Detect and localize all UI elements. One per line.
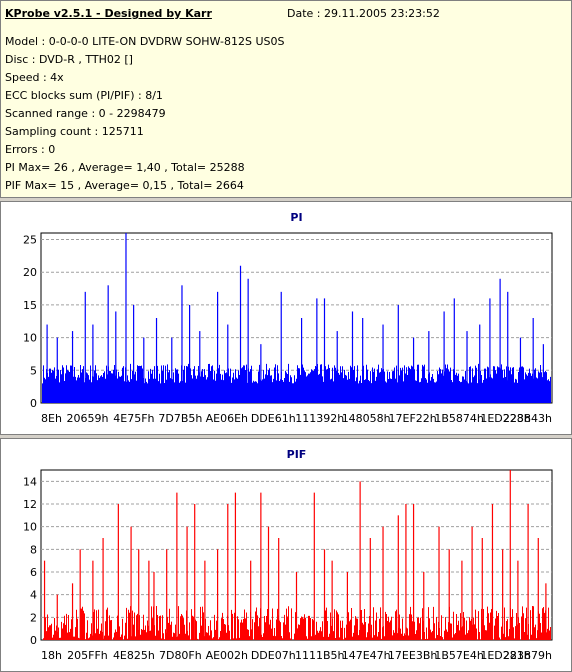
info-errors: Errors : 0 xyxy=(5,143,56,156)
pi-chart-title: PI xyxy=(290,211,302,224)
pif-y-tick-label: 6 xyxy=(30,566,37,579)
pif-x-tick-label: 147E47h xyxy=(342,649,391,662)
pif-x-tick-label: 1B57E4h xyxy=(434,649,483,662)
pi-x-tick-label: 20659h xyxy=(66,412,108,425)
pif-chart-panel: PIF 0 2 4 6 8 10 12 14 18h 205FFh 4E825h 7D80Fh AE002… xyxy=(0,438,572,672)
pif-chart: PIF 0 2 4 6 8 10 12 14 18h 205FFh 4E825h 7D80Fh AE002… xyxy=(23,448,553,662)
pi-y-tick-label: 5 xyxy=(30,364,37,377)
pif-x-tick-label: 1ED281h xyxy=(480,649,530,662)
pi-y-tick-label: 15 xyxy=(23,299,37,312)
pif-chart-title: PIF xyxy=(287,448,307,461)
pif-x-tick-label: 1111B5h xyxy=(295,649,345,662)
info-speed: Speed : 4x xyxy=(5,71,64,84)
pif-x-tick-label: 7D80Fh xyxy=(159,649,202,662)
pi-chart: PI 0 5 10 15 20 25 8Eh 20659h 4E75Fh 7D7B5h AE06Eh D… xyxy=(23,211,553,425)
scan-date: Date : 29.11.2005 23:23:52 xyxy=(287,7,440,20)
pi-x-tick-label: AE06Eh xyxy=(206,412,248,425)
pi-y-tick-label: 10 xyxy=(23,332,37,345)
pi-bars xyxy=(42,233,551,403)
pif-x-tick-label: 223879h xyxy=(503,649,552,662)
info-pif-stats: PIF Max= 15 , Average= 0,15 , Total= 266… xyxy=(5,179,244,192)
pif-x-tick-label: AE002h xyxy=(206,649,248,662)
pi-chart-panel: PI 0 5 10 15 20 25 8Eh 20659h 4E75Fh 7D7B5h AE06Eh D… xyxy=(0,201,572,435)
pi-x-tick-label: DDE61h xyxy=(251,412,296,425)
info-scanned-range: Scanned range : 0 - 2298479 xyxy=(5,107,166,120)
info-panel: KProbe v2.5.1 - Designed by Karr Date : … xyxy=(0,0,572,198)
pi-x-tick-label: 111392h xyxy=(295,412,344,425)
pi-x-tick-label: 17EF22h xyxy=(389,412,437,425)
pi-y-tick-label: 25 xyxy=(23,234,37,247)
pif-y-tick-label: 4 xyxy=(30,589,37,602)
pi-x-tick-label: 8Eh xyxy=(41,412,62,425)
pi-y-tick-label: 20 xyxy=(23,266,37,279)
pif-y-tick-label: 14 xyxy=(23,475,37,488)
pi-y-tick-label: 0 xyxy=(30,397,37,410)
info-disc: Disc : DVD-R , TTH02 [] xyxy=(5,53,133,66)
pi-x-tick-label: 223843h xyxy=(503,412,552,425)
info-sampling-count: Sampling count : 125711 xyxy=(5,125,144,138)
pi-x-tick-label: 1ED228h xyxy=(480,412,530,425)
pi-x-tick-label: 148058h xyxy=(342,412,391,425)
pi-x-tick-label: 1B5874h xyxy=(434,412,484,425)
pif-x-tick-label: 18h xyxy=(41,649,62,662)
pi-x-tick-label: 4E75Fh xyxy=(113,412,154,425)
pif-y-tick-label: 8 xyxy=(30,543,37,556)
pi-x-tick-label: 7D7B5h xyxy=(158,412,202,425)
app-title: KProbe v2.5.1 - Designed by Karr xyxy=(5,7,212,20)
pif-x-tick-label: DDE07h xyxy=(251,649,296,662)
pif-y-tick-label: 2 xyxy=(30,611,37,624)
info-pi-stats: PI Max= 26 , Average= 1,40 , Total= 2528… xyxy=(5,161,245,174)
pif-x-tick-label: 205FFh xyxy=(67,649,108,662)
pif-bars xyxy=(43,470,551,640)
pif-y-tick-label: 12 xyxy=(23,498,37,511)
pif-y-tick-label: 10 xyxy=(23,521,37,534)
pif-x-tick-label: 4E825h xyxy=(113,649,155,662)
info-ecc-sum: ECC blocks sum (PI/PIF) : 8/1 xyxy=(5,89,163,102)
info-model: Model : 0-0-0-0 LITE-ON DVDRW SOHW-812S … xyxy=(5,35,285,48)
pif-y-tick-label: 0 xyxy=(30,634,37,647)
pif-x-tick-label: 17EE3Bh xyxy=(388,649,437,662)
